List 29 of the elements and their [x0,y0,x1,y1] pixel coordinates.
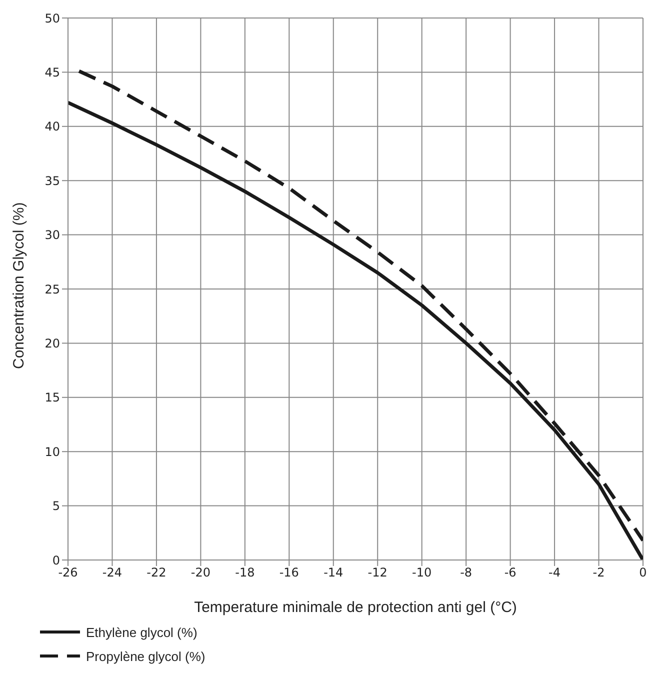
x-tick-label: -20 [190,566,210,580]
y-tick-label: 25 [44,282,60,296]
x-tick-label: -12 [368,566,388,580]
y-tick-label: 50 [44,11,60,26]
x-axis-title: Temperature minimale de protection anti gel (°C) [194,599,517,616]
x-tick-label: -18 [235,566,255,580]
y-tick-label: 45 [44,65,60,80]
x-tick-label: -6 [504,566,516,580]
y-tick-label: 15 [44,390,60,405]
y-tick-label: 30 [44,228,60,242]
y-tick-label: 5 [52,499,60,514]
legend-label: Propylène glycol (%) [86,648,206,664]
y-tick-label: 10 [44,444,60,459]
x-tick-label: -26 [58,566,78,580]
y-tick-label: 20 [44,336,60,350]
y-tick-label: 40 [44,120,60,134]
legend-label: Ethylène glycol (%) [86,624,198,640]
x-tick-label: -22 [146,566,166,580]
x-tick-label: -10 [412,566,432,580]
x-tick-label: -14 [324,566,344,580]
y-tick-label: 0 [52,553,60,568]
x-tick-label: -2 [592,566,605,580]
y-tick-label: 35 [44,174,60,188]
x-tick-label: -4 [548,566,561,580]
x-tick-label: 0 [639,566,647,580]
x-tick-label: -8 [460,566,472,580]
y-axis-title: Concentration Glycol (%) [10,202,28,369]
x-tick-label: -16 [279,566,299,580]
x-tick-label: -24 [102,566,122,580]
